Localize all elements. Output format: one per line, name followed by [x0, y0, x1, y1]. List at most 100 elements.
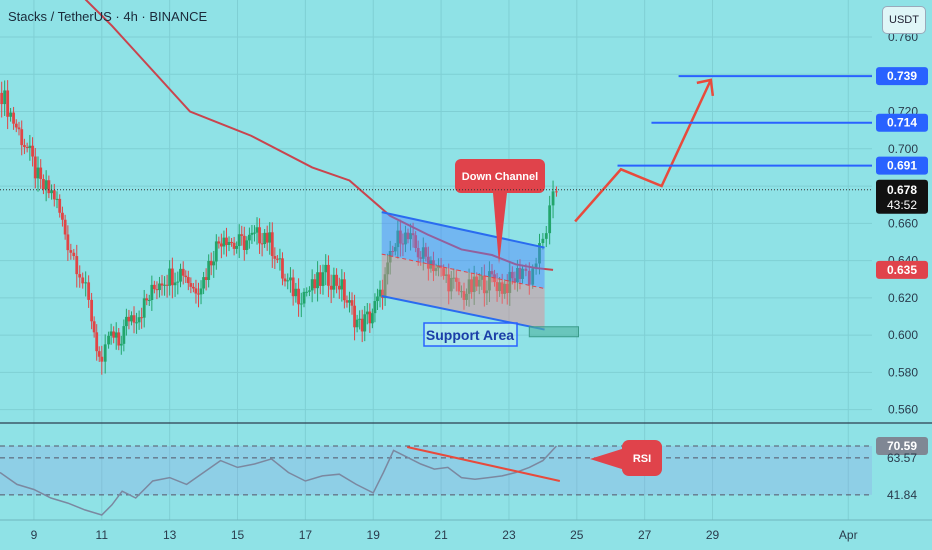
level-price-tag: 0.739 [887, 69, 917, 83]
candle-body [55, 198, 59, 200]
candle-body [534, 263, 538, 269]
candle-body [555, 191, 558, 193]
candle-body [393, 247, 397, 252]
candle-body [42, 179, 45, 190]
candle-body [36, 167, 40, 179]
candle-body [117, 332, 121, 346]
candle-body [452, 277, 456, 279]
candle-body [237, 234, 241, 247]
candle-body [353, 305, 356, 328]
candle-body [227, 241, 231, 245]
candle-body [72, 252, 76, 257]
ma-price-tag-bg [876, 260, 928, 279]
symbol-title[interactable]: Stacks / TetherUS · 4h · BINANCE [8, 9, 208, 24]
candle-body [503, 283, 507, 294]
level-price-tag-bg [876, 67, 928, 86]
time-tick-label: 19 [367, 528, 381, 542]
support-area-tag [423, 322, 518, 347]
candle-body [47, 180, 51, 194]
candle-body [109, 331, 113, 336]
candle-body [44, 180, 48, 190]
candle-body [150, 284, 154, 301]
candle-body [20, 129, 24, 146]
candle-body [63, 219, 67, 235]
candle-body [9, 112, 13, 117]
candle-body [383, 274, 387, 298]
candle-body [538, 243, 541, 264]
candle-body [135, 322, 138, 324]
candle-body [197, 293, 200, 295]
price-tick-label: 0.700 [888, 142, 918, 156]
candle-body [358, 318, 362, 320]
time-tick-label: 15 [231, 528, 245, 542]
candle-body [281, 258, 284, 279]
candle-body [386, 262, 390, 275]
candle-body [137, 317, 141, 323]
last-price-tag: 0.678 [887, 183, 917, 197]
candle-body [342, 279, 346, 301]
support-area-label: Support Area [426, 327, 514, 343]
candle-body [95, 332, 99, 352]
candle-body [321, 272, 325, 286]
candle-body [439, 265, 443, 269]
candle-body [28, 145, 32, 148]
candle-body [475, 276, 479, 287]
candle-body [107, 335, 110, 345]
candle-body [268, 232, 272, 243]
candle-body [373, 301, 377, 314]
candle-body [495, 282, 499, 292]
candle-body [114, 332, 118, 338]
rsi-value-tag-bg [876, 436, 928, 455]
candle-body [245, 240, 249, 250]
candle-body [541, 238, 545, 244]
candle-body [470, 279, 474, 293]
candle-body [477, 279, 481, 287]
candle-body [465, 293, 468, 300]
candle-body [302, 291, 306, 304]
candle-body [192, 286, 195, 289]
currency-button[interactable]: USDT [882, 6, 926, 34]
price-tick-label: 0.560 [888, 403, 918, 417]
candle-body [467, 279, 471, 294]
candle-body [260, 243, 264, 245]
candle-body [230, 241, 233, 243]
candle-body [348, 300, 351, 303]
time-tick-label: 17 [299, 528, 313, 542]
candle-body [480, 275, 484, 280]
moving-average-line [84, 0, 554, 271]
candle-body [363, 314, 367, 332]
candle-body [240, 234, 244, 236]
candle-body [209, 260, 213, 266]
candle-body [449, 278, 453, 292]
channel-upper-line [381, 211, 545, 249]
candle-body [401, 243, 405, 245]
candle-body [61, 212, 64, 220]
candle-body [391, 251, 395, 253]
candle-body [398, 230, 402, 244]
candle-body [368, 311, 372, 324]
candle-body [426, 256, 430, 269]
channel-upper-fill [381, 212, 545, 289]
candle-body [179, 268, 182, 282]
candle-body [411, 233, 415, 236]
price-tick-label: 0.660 [888, 216, 918, 230]
candle-body [434, 268, 438, 272]
level-price-tag-bg [876, 156, 928, 175]
candle-body [189, 283, 193, 287]
candle-body [163, 284, 166, 286]
time-tick-label: 13 [163, 528, 177, 542]
candle-body [531, 268, 535, 285]
candle-body [505, 283, 509, 293]
candle-body [217, 241, 221, 244]
candle-body [214, 241, 218, 262]
candle-body [92, 321, 96, 333]
channel-lower-fill [381, 254, 545, 330]
candle-body [250, 232, 254, 235]
candle-body [482, 275, 486, 294]
candle-body [225, 237, 228, 245]
candle-body [278, 258, 282, 260]
candle-body [472, 276, 476, 293]
level-price-tag: 0.714 [887, 116, 917, 130]
